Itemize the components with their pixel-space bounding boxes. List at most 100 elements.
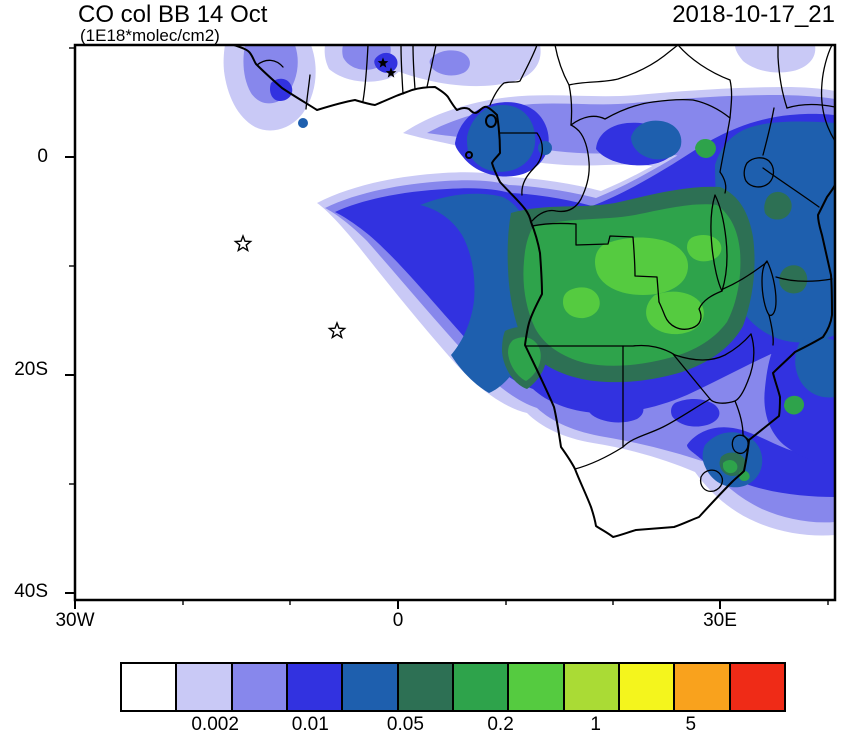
colorbar-label: 0.05 <box>386 714 424 735</box>
colorbar-cell <box>232 664 288 710</box>
co-fill-green-moz-spot <box>784 395 805 415</box>
colorbar-label: 5 <box>685 714 697 735</box>
co-fill-darkblue-dot-1 <box>538 141 552 155</box>
country-borders <box>256 45 835 492</box>
border-lesotho <box>699 469 724 492</box>
colorbar-cell <box>343 664 399 710</box>
sao-tome-island <box>465 151 473 159</box>
border-zambia-zimbabwe <box>674 333 752 361</box>
colorbar-label: 0.01 <box>291 714 329 735</box>
co-fill-darkblue-dot-2 <box>298 118 308 128</box>
y-axis-label-0: 0 <box>37 146 48 167</box>
x-axis-label-0: 0 <box>392 610 404 631</box>
border-namibia-botswana-orange <box>574 345 624 470</box>
y-axis-label-20s: 20S <box>14 359 48 380</box>
border-ruvuma <box>775 276 833 283</box>
station-stars <box>233 57 397 340</box>
coastlines <box>233 45 835 538</box>
border-car-south <box>570 98 731 173</box>
colorbar <box>120 662 786 712</box>
co-fill-cameroon-darkblue <box>467 105 536 172</box>
border-liberia-civ <box>305 74 311 110</box>
border-ethiopia-southsudan <box>777 45 788 109</box>
x-axis-label-30e: 30E <box>703 610 737 631</box>
page-title: CO col BB 14 Oct <box>78 1 268 28</box>
border-civ-ghana <box>362 45 369 102</box>
border-tanzania-zambia <box>722 261 768 290</box>
colorbar-cell <box>453 664 510 710</box>
lake-tanganyika <box>710 194 728 292</box>
bioko-island <box>485 114 497 128</box>
co-fill-green-east-spot <box>695 138 716 159</box>
x-axis-label-30w: 30W <box>55 610 95 631</box>
co-fill-band-darkblue <box>631 120 682 160</box>
co-fill-topmid-purple <box>429 50 470 76</box>
co-fill-brightgreen-4 <box>687 235 722 262</box>
border-botswana-southafrica <box>622 398 711 448</box>
border-malawi-mozambique <box>768 314 774 346</box>
y-axis-label-40s: 40S <box>14 581 48 602</box>
co-map <box>65 43 837 609</box>
border-congo-river <box>531 124 590 222</box>
border-togo-benin <box>412 45 416 90</box>
colorbar-label: 0.2 <box>487 714 514 735</box>
colorbar-cell <box>509 664 565 710</box>
colorbar-cell <box>122 664 178 710</box>
border-rwanda-burundi <box>719 171 727 194</box>
border-kenya-somalia <box>820 45 835 142</box>
africa-coastline <box>233 45 835 538</box>
axis-ticks <box>65 47 829 609</box>
border-ghana-togo <box>400 45 404 95</box>
co-fill-guinea-blue <box>270 78 293 101</box>
colorbar-cell <box>730 664 784 710</box>
lake-malawi <box>761 260 777 317</box>
star-marker-ascension <box>233 234 253 253</box>
border-angola-namibia <box>524 344 676 356</box>
small-star-marker-2 <box>385 67 397 78</box>
colorbar-cell <box>675 664 731 710</box>
timestamp-label: 2018-10-17_21 <box>672 1 835 28</box>
co-fill-southband-blue-1 <box>586 392 644 423</box>
units-label: (1E18*molec/cm2) <box>80 26 220 45</box>
co-fill-green-coastal <box>508 337 541 381</box>
co-fill-brightgreen-2 <box>646 291 704 335</box>
border-kenya-ethiopia <box>786 103 835 109</box>
border-drc-angola <box>531 222 660 303</box>
co-fill-green-durban-1 <box>723 460 738 474</box>
colorbar-labels: 0.002 0.01 0.05 0.2 1 5 <box>120 714 786 740</box>
border-gabon-cameroon <box>499 132 543 196</box>
lake-victoria <box>743 157 775 188</box>
co-fill-brightgreen-3 <box>563 287 600 319</box>
colorbar-label: 0.002 <box>191 714 239 735</box>
co-fill-topright-lavender <box>735 45 816 73</box>
colorbar-cell <box>287 664 344 710</box>
minor-ticks <box>69 47 829 605</box>
border-nigeria-cameroon <box>489 45 538 106</box>
border-benin-nigeria <box>426 45 437 88</box>
border-zambia-drc <box>658 290 723 330</box>
colorbar-cell <box>177 664 233 710</box>
border-sudan-southsudan <box>677 45 733 119</box>
colorbar-cell <box>564 664 620 710</box>
border-tanzania-kenya <box>762 167 820 208</box>
border-swaziland <box>731 434 749 455</box>
contour-fill-layers <box>223 45 835 536</box>
border-zimbabwe-botswana <box>672 353 711 400</box>
star-marker-sthelena <box>327 321 347 340</box>
colorbar-label: 1 <box>590 714 601 735</box>
lakes <box>710 157 777 317</box>
co-fill-southband-blue-2 <box>671 399 720 427</box>
border-guinea-sierraleone <box>256 59 284 68</box>
plot-frame <box>73 43 837 602</box>
co-fill-teal-east-1 <box>764 191 792 220</box>
co-fill-teal-east-2 <box>779 265 808 294</box>
colorbar-cell <box>398 664 454 710</box>
small-star-marker-1 <box>377 57 389 68</box>
border-uganda-kenya <box>762 107 775 156</box>
colorbar-cell <box>619 664 676 710</box>
border-zimbabwe-mozambique <box>709 333 755 404</box>
border-chad-car-sudan <box>568 45 679 86</box>
co-fill-brightgreen-1 <box>595 237 689 295</box>
co-fill-channel-darkblue <box>795 337 835 398</box>
